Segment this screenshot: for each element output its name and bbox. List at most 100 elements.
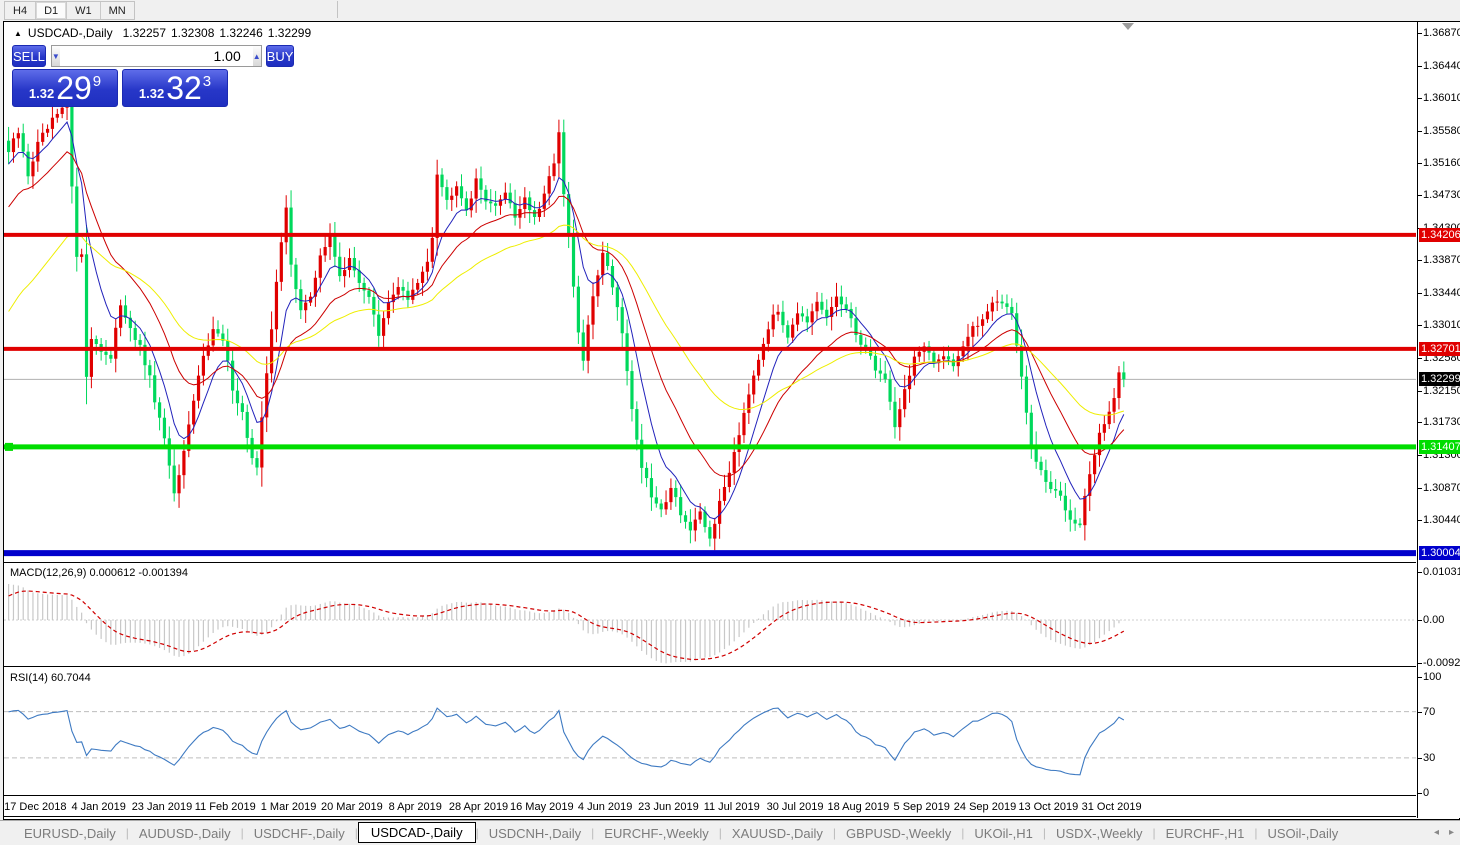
current-price-label: 1.32299 [1419, 372, 1460, 387]
tab-scroll-nav: ◂ ▸ [1434, 827, 1454, 838]
sell-price-prefix: 1.32 [28, 85, 55, 101]
axis-tickmark [1418, 390, 1422, 392]
date-tick-label: 16 May 2019 [510, 801, 574, 813]
timeframe-h4-button[interactable]: H4 [5, 2, 37, 19]
symbol-tab-usdchf-daily[interactable]: USDCHF-,Daily [253, 825, 345, 841]
price-level-label: 1.31407 [1419, 439, 1460, 454]
date-tick-label: 11 Feb 2019 [194, 801, 256, 813]
timeframe-d1-button[interactable]: D1 [36, 2, 68, 19]
symbol-tab-usdcnh-daily[interactable]: USDCNH-,Daily [488, 825, 582, 841]
price-axis[interactable]: 1.36870 1.36440 1.36010 1.35580 1.35160 1.347… [1417, 22, 1460, 818]
price-tick-label: 1.35580 [1423, 124, 1460, 137]
date-tick-label: 1 Mar 2019 [260, 801, 317, 813]
symbol-tab-gbpusd-weekly[interactable]: GBPUSD-,Weekly [846, 825, 952, 841]
axis-tickmark [1418, 792, 1422, 794]
date-tick-label: 17 Dec 2018 [4, 801, 67, 813]
price-chart-canvas[interactable] [4, 22, 1416, 817]
axis-tickmark [1418, 520, 1422, 522]
spin-up-icon: ▲ [252, 51, 261, 61]
axis-tickmark [1418, 422, 1422, 424]
symbol-tab-ukoil-h1[interactable]: UKOil-,H1 [974, 825, 1033, 841]
axis-tickmark [1418, 662, 1422, 664]
axis-tickmark [1418, 130, 1422, 132]
ohlc-open: 1.32257 [122, 26, 166, 40]
chart-symbol-period: USDCAD-,Daily [27, 26, 113, 40]
buy-button[interactable]: BUY [265, 45, 295, 67]
tab-separator: | [1042, 826, 1047, 840]
sell-price-panel[interactable]: 1.32 29 9 [12, 69, 118, 107]
chart-title: ▲ USDCAD-,Daily 1.32257 1.32308 1.32246 … [14, 26, 316, 40]
price-tick-label: 1.30870 [1423, 481, 1460, 494]
buy-price-pip: 3 [202, 72, 212, 90]
volume-increase-button[interactable]: ▲ [252, 45, 262, 67]
collapse-triangle-icon[interactable]: ▲ [14, 28, 22, 38]
price-level-label: 1.32701 [1419, 341, 1460, 356]
symbol-tab-audusd-daily[interactable]: AUDUSD-,Daily [138, 825, 231, 841]
buy-price-prefix: 1.32 [138, 85, 165, 101]
axis-tickmark [1418, 487, 1422, 489]
symbol-tab-xauusd-daily[interactable]: XAUUSD-,Daily [731, 825, 823, 841]
rsi-tick-label: 30 [1423, 751, 1436, 764]
tab-separator: | [832, 826, 837, 840]
date-tick-label: 4 Jan 2019 [71, 801, 126, 813]
one-click-trade-panel: SELL ▼ ▲ BUY 1.32 29 9 1.32 32 3 [12, 45, 295, 107]
symbol-tab-usdcad-daily[interactable]: USDCAD-,Daily [357, 821, 476, 843]
date-tick-label: 23 Jan 2019 [131, 801, 193, 813]
tab-separator: | [475, 826, 479, 840]
timeframe-w1-button[interactable]: W1 [67, 2, 101, 19]
price-tick-label: 1.35160 [1423, 156, 1460, 169]
date-tick-label: 23 Jun 2019 [638, 801, 699, 813]
volume-input[interactable] [59, 45, 253, 67]
date-tick-label: 11 Jul 2019 [703, 801, 760, 813]
symbol-tab-eurchf-weekly[interactable]: EURCHF-,Weekly [604, 825, 709, 841]
date-tick-label: 28 Apr 2019 [448, 801, 509, 813]
rsi-tick-label: 100 [1423, 671, 1442, 683]
symbol-tab-eurusd-daily[interactable]: EURUSD-,Daily [24, 825, 116, 841]
ohlc-low: 1.32246 [219, 26, 263, 40]
symbol-tab-bar: EURUSD-,Daily | AUDUSD-,Daily | USDCHF-,Dail… [0, 820, 1460, 845]
price-tick-label: 1.33440 [1423, 286, 1460, 299]
tab-separator: | [1254, 826, 1258, 840]
sell-price-big: 29 [56, 70, 92, 106]
toolbar-divider [337, 1, 338, 18]
price-tick-label: 1.31730 [1423, 416, 1460, 429]
price-tick-label: 1.33010 [1423, 319, 1460, 332]
date-tick-label: 4 Jun 2019 [577, 801, 633, 813]
axis-tickmark [1418, 757, 1422, 759]
sell-price-pip: 9 [92, 72, 102, 90]
timeframe-button-group: H4 D1 W1 MN [4, 1, 135, 20]
date-tick-label: 8 Apr 2019 [388, 801, 442, 813]
price-tick-label: 1.30440 [1423, 514, 1460, 527]
buy-price-panel[interactable]: 1.32 32 3 [122, 69, 228, 107]
price-tick-label: 1.33870 [1423, 254, 1460, 267]
sell-button[interactable]: SELL [12, 45, 46, 67]
macd-tick-label: 0.00 [1423, 614, 1445, 626]
symbol-tab-usoil-daily[interactable]: USOil-,Daily [1267, 825, 1339, 841]
price-tick-label: 1.36870 [1423, 27, 1460, 40]
date-tick-label: 31 Oct 2019 [1081, 801, 1142, 813]
axis-tickmark [1418, 620, 1422, 621]
rsi-tick-label: 70 [1423, 705, 1436, 718]
ohlc-close: 1.32299 [267, 26, 312, 40]
tab-scroll-left-icon[interactable]: ◂ [1433, 827, 1439, 838]
axis-tickmark [1418, 358, 1422, 360]
price-level-label: 1.34206 [1419, 227, 1460, 242]
timeframe-mn-button[interactable]: MN [108, 5, 126, 17]
axis-tickmark [1418, 292, 1422, 294]
axis-tickmark [1418, 571, 1422, 573]
tab-separator: | [125, 826, 129, 840]
symbol-tab-usdx-weekly[interactable]: USDX-,Weekly [1056, 825, 1143, 841]
symbol-tab-eurchf-h1[interactable]: EURCHF-,H1 [1165, 825, 1245, 841]
rsi-tick-label: 0 [1423, 786, 1430, 799]
tab-scroll-right-icon[interactable]: ▸ [1448, 827, 1454, 838]
macd-tick-label: -0.009203 [1423, 656, 1460, 669]
axis-tickmark [1418, 260, 1422, 262]
price-tick-label: 1.32150 [1423, 384, 1460, 397]
axis-tickmark [1418, 162, 1422, 164]
date-tick-label: 5 Sep 2019 [893, 801, 950, 813]
axis-tickmark [1418, 33, 1422, 35]
volume-decrease-button[interactable]: ▼ [50, 45, 60, 67]
tab-separator: | [1152, 826, 1156, 840]
axis-tickmark [1418, 195, 1422, 197]
chart-shift-marker-icon[interactable] [1122, 23, 1134, 30]
